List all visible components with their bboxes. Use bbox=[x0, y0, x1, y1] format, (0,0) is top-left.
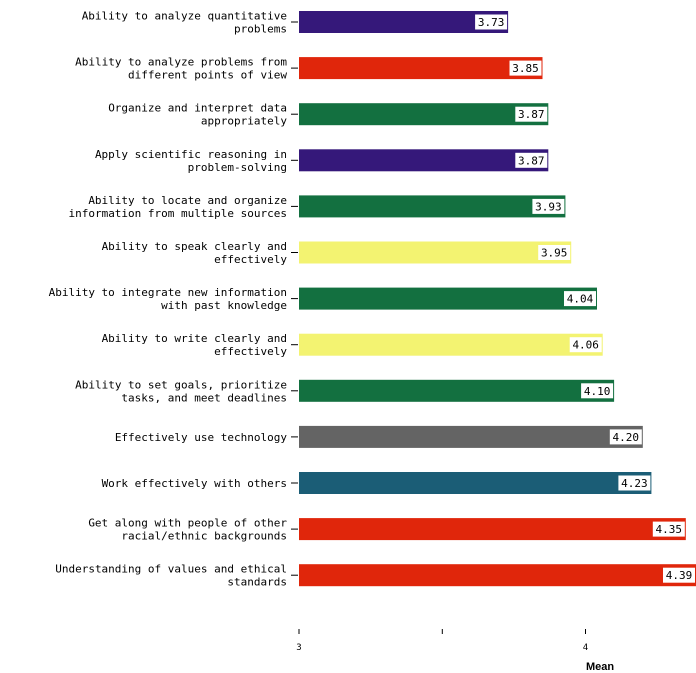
value-label-box bbox=[515, 152, 548, 168]
bar bbox=[299, 57, 543, 80]
value-label: 4.04 bbox=[567, 293, 594, 306]
bar bbox=[299, 195, 566, 218]
value-label: 4.10 bbox=[584, 385, 611, 398]
bar bbox=[299, 103, 549, 126]
value-label: 4.39 bbox=[666, 569, 693, 582]
category-label: Get along with people of other racial/eth… bbox=[88, 517, 287, 543]
category-label: Understanding of values and ethical stand… bbox=[55, 563, 287, 589]
bar bbox=[299, 333, 603, 356]
value-label-box bbox=[569, 337, 602, 353]
bar bbox=[299, 518, 686, 541]
value-label-box bbox=[581, 383, 614, 399]
category-label: Work effectively with others bbox=[102, 477, 287, 490]
value-label-box bbox=[515, 106, 548, 122]
value-label: 3.95 bbox=[541, 247, 568, 260]
value-label: 4.20 bbox=[613, 431, 640, 444]
category-label: Ability to set goals, prioritize tasks, a… bbox=[75, 378, 287, 404]
value-label: 4.23 bbox=[621, 477, 648, 490]
value-label: 3.87 bbox=[518, 108, 545, 121]
value-label-box bbox=[538, 245, 571, 260]
value-label-box bbox=[663, 567, 695, 583]
bar bbox=[299, 11, 509, 33]
x-tick-label: 3 bbox=[296, 643, 301, 653]
category-label: Ability to integrate new information with… bbox=[49, 286, 287, 312]
value-label-box bbox=[618, 475, 651, 491]
value-label: 3.85 bbox=[512, 62, 539, 75]
category-label: Ability to analyze quantitative problems bbox=[82, 10, 287, 36]
bars-layer: Ability to analyze quantitative problems 3… bbox=[49, 10, 696, 589]
value-label: 3.93 bbox=[535, 200, 562, 213]
value-label: 4.35 bbox=[656, 523, 683, 536]
bar bbox=[299, 241, 572, 264]
category-label: Organize and interpret data appropriately bbox=[108, 102, 287, 128]
value-label-box bbox=[509, 60, 542, 76]
bar bbox=[299, 425, 643, 448]
category-label: Effectively use technology bbox=[115, 431, 288, 444]
category-label: Apply scientific reasoning in problem-sol… bbox=[95, 148, 287, 174]
value-label-box bbox=[609, 429, 642, 445]
value-label-box bbox=[564, 291, 596, 307]
value-label: 3.87 bbox=[518, 154, 545, 167]
value-label-box bbox=[652, 521, 685, 537]
bar bbox=[299, 379, 615, 402]
x-axis-title: Mean bbox=[586, 661, 614, 673]
category-label: Ability to analyze problems from differen… bbox=[75, 56, 287, 82]
category-label: Ability to speak clearly and effectively bbox=[102, 240, 288, 266]
bar bbox=[299, 564, 696, 587]
value-label: 3.73 bbox=[478, 16, 505, 29]
value-label-box bbox=[532, 198, 565, 214]
bar bbox=[299, 149, 549, 172]
value-label: 4.06 bbox=[572, 339, 599, 352]
category-label: Ability to locate and organize informatio… bbox=[68, 194, 287, 220]
bar bbox=[299, 287, 597, 310]
category-label: Ability to write clearly and effectively bbox=[102, 332, 288, 358]
x-tick-label: 4 bbox=[583, 643, 588, 653]
bar bbox=[299, 472, 652, 494]
value-label-box bbox=[475, 14, 508, 30]
